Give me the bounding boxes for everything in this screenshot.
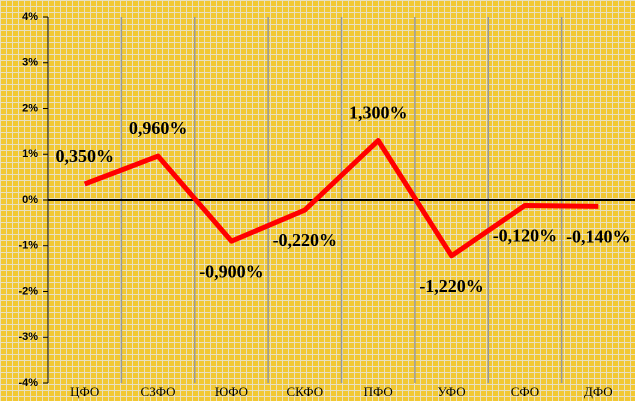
- x-tick-label: ПФО: [364, 384, 393, 399]
- x-tick-label: ДФО: [584, 384, 613, 399]
- line: [83, 138, 599, 259]
- x-tick-label: СФО: [511, 384, 540, 399]
- x-tick-label: СКФО: [287, 384, 324, 399]
- x-tick-label: ЮФО: [215, 384, 248, 399]
- y-tick-label: -3%: [18, 331, 38, 343]
- x-tick-label: СЗФО: [141, 384, 176, 399]
- x-tick-label: УФО: [438, 384, 466, 399]
- value-label: -0,120%: [493, 226, 558, 246]
- y-tick-label: 0%: [22, 194, 38, 206]
- y-tick-label: 4%: [22, 11, 38, 23]
- y-tick-label: 3%: [22, 57, 38, 69]
- x-tick-label: ЦФО: [70, 384, 99, 399]
- y-tick-label: -2%: [18, 285, 38, 297]
- y-tick-label: 1%: [22, 148, 38, 160]
- value-label: 0,960%: [129, 118, 188, 138]
- y-tick-label: -1%: [18, 240, 38, 252]
- value-label: -0,900%: [199, 261, 264, 281]
- y-tick-label: 2%: [22, 102, 38, 114]
- value-label: 1,300%: [349, 103, 408, 123]
- value-label: 0,350%: [55, 146, 114, 166]
- value-label: -0,220%: [273, 230, 338, 250]
- value-label: -1,220%: [419, 276, 484, 296]
- y-tick-label: -4%: [18, 377, 38, 389]
- value-label: -0,140%: [566, 227, 631, 247]
